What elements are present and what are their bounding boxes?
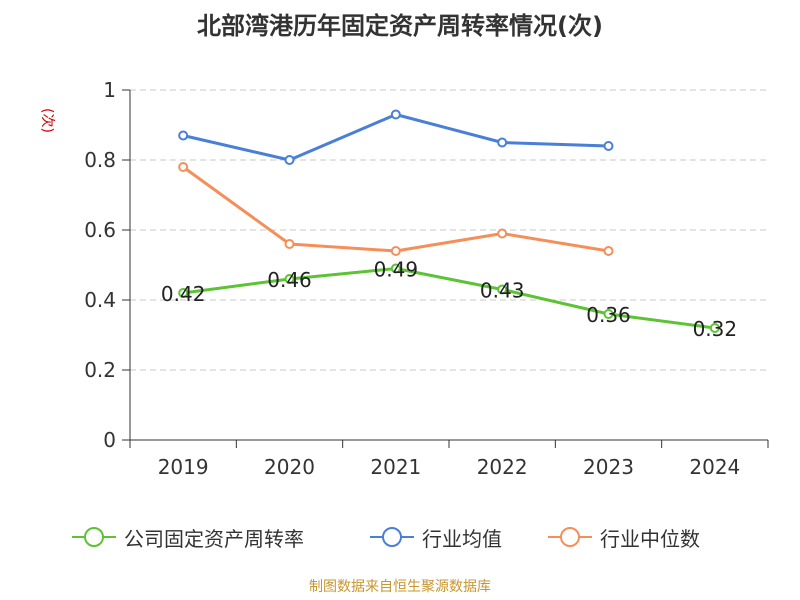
data-label: 0.49 [374, 258, 419, 282]
legend-label-company: 公司固定资产周转率 [124, 526, 304, 551]
x-tick-label: 2023 [583, 455, 634, 479]
series-point-0 [284, 274, 295, 284]
series-point-0 [709, 323, 720, 333]
legend-item-industry-mean[interactable]: 行业均值 [370, 522, 502, 552]
data-label: 0.32 [693, 317, 738, 341]
legend-item-industry-median[interactable]: 行业中位数 [548, 522, 700, 552]
legend-item-company[interactable]: 公司固定资产周转率 [72, 522, 304, 552]
legend: 公司固定资产周转率 行业均值 行业中位数 [0, 522, 800, 552]
series-line-2 [182, 165, 609, 253]
x-tick-label: 2019 [158, 455, 209, 479]
y-tick-label: 0 [103, 428, 116, 452]
series-point-2 [178, 162, 189, 172]
data-label: 0.46 [267, 268, 312, 292]
series-line-1 [182, 113, 609, 162]
series-point-2 [284, 239, 295, 249]
data-label: 0.42 [161, 282, 206, 306]
x-tick-label: 2022 [477, 455, 528, 479]
legend-label-industry-median: 行业中位数 [600, 526, 700, 551]
x-tick-label: 2021 [370, 455, 421, 479]
series-point-1 [178, 130, 189, 141]
x-tick-label: 2024 [689, 455, 740, 479]
legend-marker-industry-mean [370, 527, 414, 547]
y-tick-label: 0.4 [84, 288, 116, 312]
series-point-1 [390, 109, 401, 120]
series-point-2 [497, 228, 508, 239]
series-point-0 [603, 309, 614, 319]
chart-title: 北部湾港历年固定资产周转率情况(次) [197, 12, 603, 40]
y-tick-label: 0.6 [84, 218, 116, 242]
series-point-2 [603, 246, 614, 256]
y-tick-label: 0.2 [84, 358, 116, 382]
legend-marker-company [72, 527, 116, 547]
y-axis-label: (次) [39, 108, 55, 133]
series-point-1 [603, 141, 614, 151]
data-label: 0.36 [586, 303, 631, 327]
series-point-1 [284, 155, 295, 165]
y-tick-label: 1 [103, 78, 116, 102]
y-tick-label: 0.8 [84, 148, 116, 172]
series-line-0 [182, 267, 716, 330]
series-point-2 [390, 246, 401, 256]
x-tick-label: 2020 [264, 455, 315, 479]
series-point-0 [390, 263, 401, 274]
legend-label-industry-mean: 行业均值 [422, 526, 502, 551]
series-point-0 [497, 284, 508, 295]
data-label: 0.43 [480, 279, 525, 303]
series-point-1 [497, 137, 508, 148]
source-note: 制图数据来自恒生聚源数据库 [309, 579, 491, 595]
series-point-0 [178, 288, 189, 298]
legend-marker-industry-median [548, 527, 592, 547]
